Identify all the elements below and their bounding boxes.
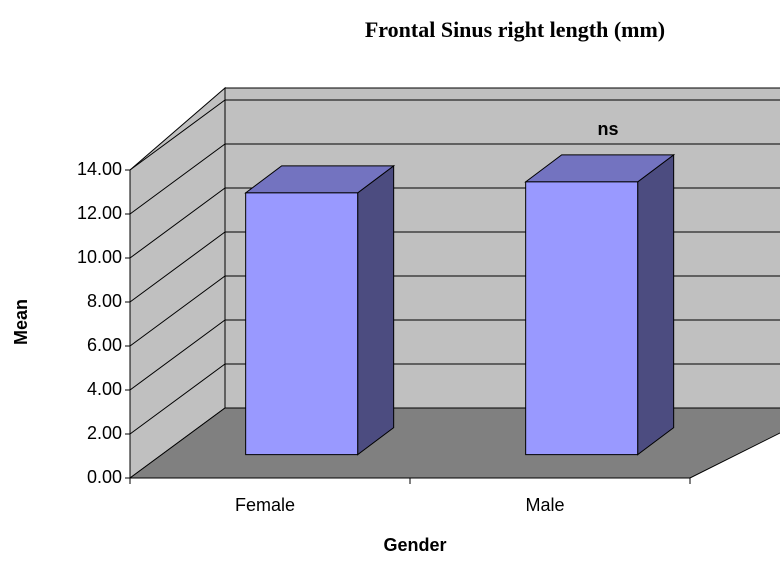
floor xyxy=(128,407,780,479)
chart-title: Frontal Sinus right length (mm) xyxy=(365,17,665,42)
y-tick-label: 14.00 xyxy=(77,159,122,179)
y-tick-label: 12.00 xyxy=(77,203,122,223)
y-tick-label: 0.00 xyxy=(87,467,122,487)
grid-line xyxy=(129,99,780,171)
bar-front xyxy=(245,192,359,456)
y-axis-title: Mean xyxy=(11,299,31,345)
y-tick-label: 8.00 xyxy=(87,291,122,311)
y-tick-label: 10.00 xyxy=(77,247,122,267)
grid-line xyxy=(129,143,780,215)
x-tick-label: Female xyxy=(235,495,295,515)
bar-front xyxy=(525,181,639,456)
bar xyxy=(244,164,396,456)
x-tick-label: Male xyxy=(525,495,564,515)
bar xyxy=(524,153,676,456)
bar-side xyxy=(357,164,395,456)
y-tick-label: 6.00 xyxy=(87,335,122,355)
annotation: ns xyxy=(597,119,618,139)
y-tick-label: 2.00 xyxy=(87,423,122,443)
bar-side xyxy=(637,153,675,456)
y-tick-label: 4.00 xyxy=(87,379,122,399)
x-axis-title: Gender xyxy=(383,535,446,555)
